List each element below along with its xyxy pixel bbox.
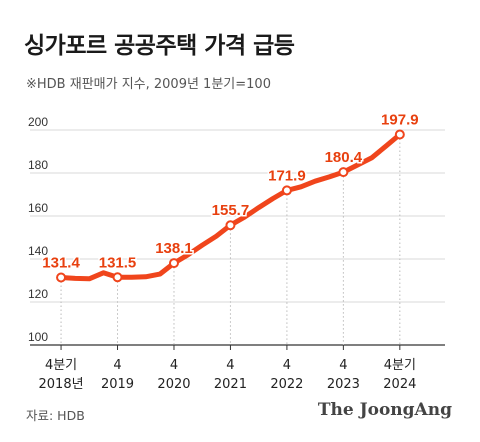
data-point-marker <box>112 272 123 283</box>
data-point-marker <box>394 129 405 140</box>
x-tick-quarter: 4분기 <box>45 358 77 373</box>
y-tick-label: 140 <box>28 244 48 258</box>
x-tick-quarter: 4 <box>339 358 347 373</box>
gridlines <box>30 129 445 346</box>
data-point-marker <box>338 167 349 178</box>
y-tick-labels: 100 120 140 160 180 200 <box>28 115 48 344</box>
x-tick-year: 2024 <box>383 377 416 392</box>
data-label: 138.1 <box>155 240 193 257</box>
x-tick-year: 2023 <box>327 377 360 392</box>
data-label: 131.5 <box>99 254 137 271</box>
x-tick-year: 2018년 <box>39 377 84 392</box>
brand-logo: The JoongAng <box>317 400 452 420</box>
x-tick-quarter: 4 <box>170 358 178 373</box>
y-tick-label: 100 <box>28 330 48 344</box>
x-tick-quarter: 4 <box>283 358 291 373</box>
y-tick-label: 120 <box>28 287 48 301</box>
data-label: 197.9 <box>381 112 419 129</box>
y-tick-label: 160 <box>28 201 48 215</box>
x-tick-quarter: 4 <box>226 358 234 373</box>
chart-subtitle: ※HDB 재판매가 지수, 2009년 1분기=100 <box>26 77 271 92</box>
data-label: 155.7 <box>212 202 250 219</box>
x-tick-year: 2019 <box>101 377 134 392</box>
data-label: 131.4 <box>42 254 80 271</box>
point-markers <box>56 129 405 283</box>
x-tick-labels: 4분기 2018년 4 2019 4 2020 4 2021 4 2022 4 2023 4분기 2024 <box>39 358 417 392</box>
data-labels: 131.4 131.5 138.1 155.7 171.9 180.4 197.9 <box>41 110 420 273</box>
data-label: 171.9 <box>268 167 306 184</box>
data-point-marker <box>281 185 292 196</box>
chart-title: 싱가포르 공공주택 가격 급등 <box>24 33 295 59</box>
x-tick-quarter: 4 <box>113 358 121 373</box>
data-point-marker <box>168 258 179 269</box>
tick-guides <box>60 134 401 350</box>
data-point-marker <box>225 220 236 231</box>
x-tick-year: 2021 <box>214 377 247 392</box>
x-tick-year: 2022 <box>270 377 303 392</box>
x-tick-year: 2020 <box>157 377 190 392</box>
data-point-marker <box>56 272 67 283</box>
x-tick-quarter: 4분기 <box>384 358 416 373</box>
y-tick-label: 180 <box>28 158 48 172</box>
data-label: 180.4 <box>325 149 363 166</box>
y-tick-label: 200 <box>28 115 48 129</box>
source-note: 자료: HDB <box>26 408 85 423</box>
